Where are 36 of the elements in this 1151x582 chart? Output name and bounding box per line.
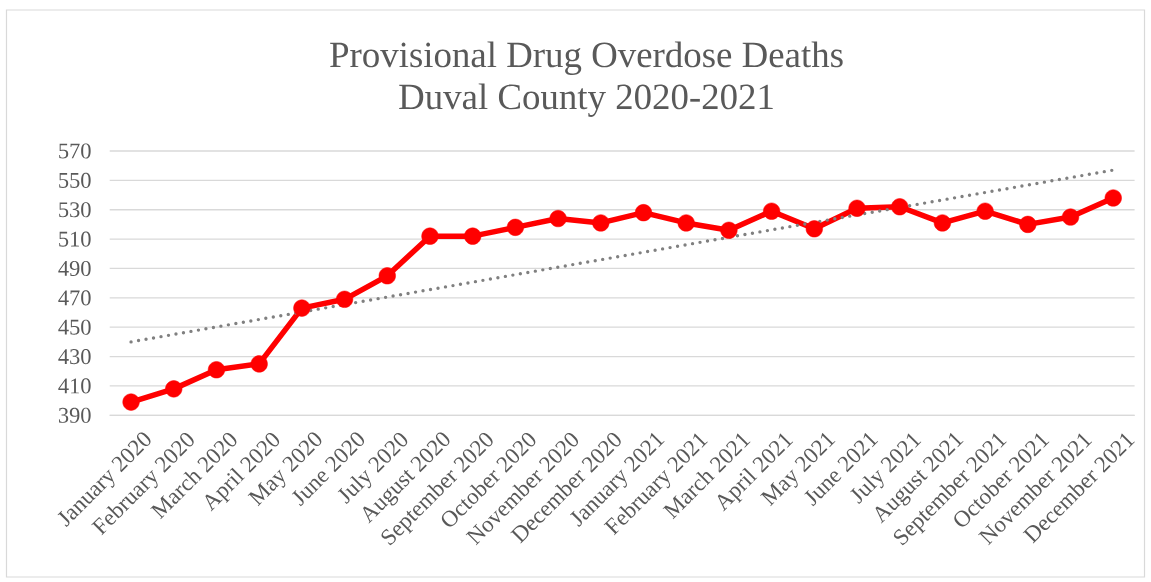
y-tick-label: 510	[59, 231, 91, 247]
point	[1104, 189, 1122, 207]
point	[421, 227, 439, 245]
y-tick-label: 530	[59, 202, 91, 218]
point	[848, 199, 866, 217]
point	[122, 393, 140, 411]
y-tick-label: 390	[58, 407, 91, 423]
point	[506, 218, 524, 236]
point	[464, 227, 482, 245]
point	[634, 204, 653, 222]
point	[250, 355, 268, 373]
y-tick-label: 410	[58, 378, 91, 394]
point	[336, 290, 354, 308]
chart-subtitle: Duval County 2020-2021	[399, 83, 773, 117]
point	[720, 221, 738, 239]
y-tick-label: 430	[58, 349, 91, 365]
point	[378, 267, 396, 285]
point	[677, 214, 695, 232]
y-tick-label: 490	[58, 260, 91, 277]
y-tick-label: 450	[58, 319, 91, 335]
point	[1019, 215, 1037, 233]
chart-title: Provisional Drug Overdose Deaths	[330, 41, 843, 75]
point	[165, 380, 183, 398]
point	[763, 202, 781, 220]
point	[1061, 208, 1080, 226]
point	[207, 361, 226, 379]
point	[976, 202, 994, 220]
point	[891, 198, 909, 216]
point	[805, 220, 823, 238]
y-tick-label: 470	[58, 290, 91, 306]
point	[549, 209, 567, 228]
point	[933, 214, 951, 232]
point	[293, 299, 311, 317]
y-tick-label: 570	[59, 143, 91, 159]
y-tick-label: 550	[59, 172, 91, 188]
point	[592, 214, 610, 232]
